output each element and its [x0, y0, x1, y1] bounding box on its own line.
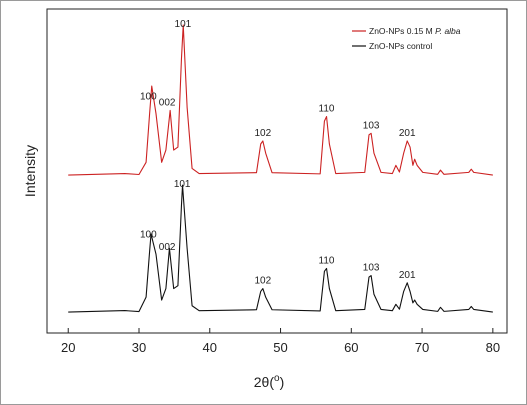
peak-label-102-series-1: 102 — [255, 276, 272, 287]
legend-label-control: ZnO-NPs control — [369, 41, 432, 51]
peak-label-002-series-0: 002 — [159, 97, 176, 108]
plot-area — [46, 8, 508, 334]
x-axis-title: 2θ(o) — [254, 373, 284, 390]
y-axis-title: Intensity — [22, 145, 38, 197]
x-tick-label-20: 20 — [61, 340, 75, 355]
series-layer — [68, 24, 493, 313]
peak-label-100-series-1: 100 — [140, 230, 157, 241]
series-line-zno-nps-control — [68, 184, 493, 313]
peak-label-103-series-0: 103 — [363, 120, 380, 131]
peak-label-101-series-0: 101 — [175, 19, 192, 30]
x-tick-label-60: 60 — [344, 340, 358, 355]
peak-label-110-series-0: 110 — [319, 104, 335, 115]
x-tick-label-80: 80 — [486, 340, 500, 355]
peak-label-110-series-1: 110 — [319, 255, 335, 266]
x-tick-label-70: 70 — [415, 340, 429, 355]
peak-label-103-series-1: 103 — [363, 263, 380, 274]
x-tick-label-30: 30 — [132, 340, 146, 355]
peak-labels: 1000021011021101032011000021011021101032… — [140, 19, 416, 287]
legend: ZnO-NPs 0.15 M P. alba ZnO-NPs control — [352, 26, 461, 51]
x-tick-label-40: 40 — [203, 340, 217, 355]
x-axis-ticks: 20 30 40 50 60 70 80 — [61, 328, 500, 355]
series-line-zno-nps-0-15-m-p-alba — [68, 24, 493, 176]
peak-label-100-series-0: 100 — [140, 91, 157, 102]
legend-label-alba: ZnO-NPs 0.15 M P. alba — [369, 26, 461, 36]
x-tick-label-50: 50 — [273, 340, 287, 355]
peak-label-201-series-1: 201 — [399, 270, 416, 281]
peak-label-101-series-1: 101 — [174, 179, 191, 190]
peak-label-102-series-0: 102 — [255, 128, 272, 139]
peak-label-201-series-0: 201 — [399, 128, 416, 139]
peak-label-002-series-1: 002 — [159, 242, 176, 253]
